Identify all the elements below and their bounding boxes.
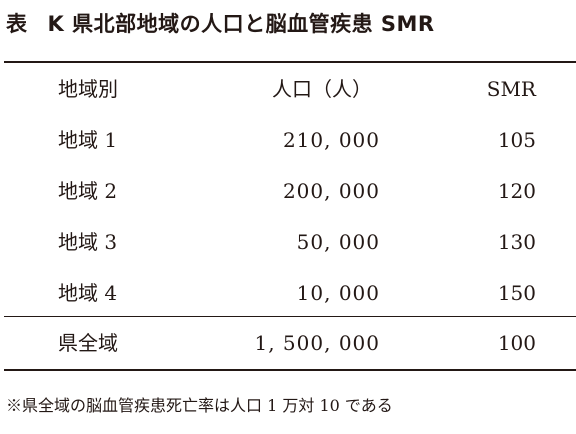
bottom-rule — [4, 369, 576, 371]
top-rule — [4, 61, 576, 63]
smr-cell: 105 — [497, 128, 536, 152]
total-population-cell: 1, 500, 000 — [254, 331, 380, 355]
header-population: 人口（人） — [272, 77, 372, 101]
header-smr: SMR — [486, 77, 536, 101]
table-title: 表 K 県北部地域の人口と脳血管疾患 SMR — [6, 8, 435, 38]
table-footnote: ※県全域の脳血管疾患死亡率は人口 1 万対 10 である — [6, 396, 393, 415]
population-cell: 200, 000 — [282, 179, 380, 203]
header-region: 地域別 — [58, 77, 118, 101]
table-row: 地域 2 200, 000 120 — [0, 165, 576, 217]
table-header-row: 地域別 人口（人） SMR — [0, 63, 576, 115]
table-caption: K 県北部地域の人口と脳血管疾患 SMR — [47, 12, 435, 36]
region-cell: 地域 4 — [58, 281, 118, 305]
smr-cell: 150 — [497, 281, 536, 305]
table-total-row: 県全域 1, 500, 000 100 — [0, 317, 576, 369]
table-row: 地域 3 50, 000 130 — [0, 216, 576, 268]
table-row: 地域 1 210, 000 105 — [0, 114, 576, 166]
region-cell: 地域 1 — [58, 128, 118, 152]
region-cell: 地域 3 — [58, 230, 118, 254]
total-separator-rule — [4, 316, 576, 317]
population-cell: 10, 000 — [296, 281, 380, 305]
table-label: 表 — [6, 12, 28, 36]
population-cell: 210, 000 — [282, 128, 380, 152]
smr-cell: 130 — [497, 230, 536, 254]
region-cell: 地域 2 — [58, 179, 118, 203]
population-cell: 50, 000 — [296, 230, 380, 254]
total-region-cell: 県全域 — [58, 331, 118, 355]
smr-cell: 120 — [497, 179, 536, 203]
total-smr-cell: 100 — [497, 331, 536, 355]
table-row: 地域 4 10, 000 150 — [0, 267, 576, 319]
